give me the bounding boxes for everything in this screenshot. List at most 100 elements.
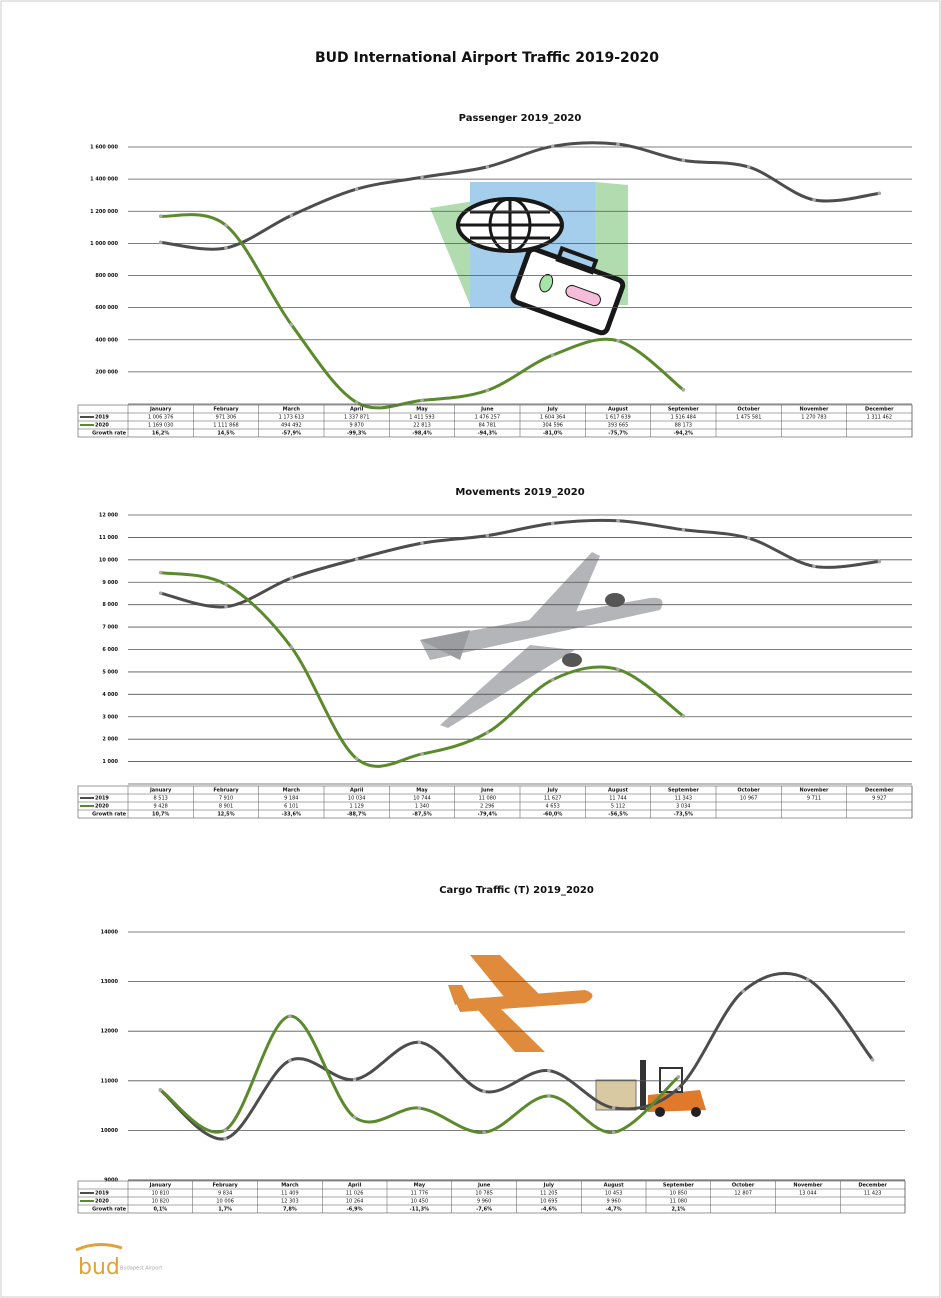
growth-rate-cell: -6,9% <box>347 1207 363 1213</box>
data-point <box>550 144 555 149</box>
legend-label: 2020 <box>95 804 109 810</box>
table-cell: 1 411 593 <box>409 415 434 421</box>
table-cell: 84 781 <box>479 423 497 429</box>
table-cell: 1 129 <box>350 804 364 810</box>
table-header-cell: May <box>414 1183 426 1189</box>
y-tick-label: 1 200 000 <box>90 209 118 215</box>
y-tick-label: 10 000 <box>99 557 119 563</box>
growth-rate-cell: 10,7% <box>152 812 169 818</box>
table-cell: 4 653 <box>546 804 560 810</box>
data-point <box>224 223 228 228</box>
data-point <box>420 541 424 545</box>
table-header-cell: July <box>546 788 558 794</box>
logo: bud Budapest Airport <box>75 1243 162 1280</box>
y-tick-label: 3 000 <box>102 714 118 720</box>
data-point <box>877 559 882 564</box>
y-tick-label: 6 000 <box>102 647 118 653</box>
growth-rate-label: Growth rate <box>92 1207 127 1213</box>
table-cell: 10 850 <box>670 1191 688 1197</box>
growth-rate-cell: -7,6% <box>476 1207 492 1213</box>
table-header-cell: June <box>480 788 494 794</box>
table-cell: 10 453 <box>605 1191 623 1197</box>
series-line <box>160 518 880 609</box>
growth-rate-cell: -81,0% <box>543 431 562 437</box>
table-cell: 1 111 868 <box>213 423 238 429</box>
table-cell: 10 744 <box>413 796 431 802</box>
data-point <box>158 591 163 595</box>
data-point <box>158 1087 163 1092</box>
y-tick-label: 8 000 <box>102 602 118 608</box>
y-tick-label: 9 000 <box>102 580 118 586</box>
y-tick-label: 7 000 <box>102 625 118 631</box>
table-cell: 1 475 581 <box>736 415 761 421</box>
cargo-plane-illustration <box>448 955 593 1052</box>
table-cell: 9 960 <box>477 1199 491 1205</box>
table-cell: 11 409 <box>281 1191 299 1197</box>
y-tick-label: 9000 <box>104 1178 118 1184</box>
growth-rate-cell: -73,5% <box>674 812 693 818</box>
table-cell: 10 785 <box>475 1191 493 1197</box>
y-tick-label: 1 000 000 <box>90 241 118 247</box>
table-cell: 971 306 <box>216 415 237 421</box>
data-point <box>812 198 816 202</box>
table-cell: 11 627 <box>544 796 562 802</box>
data-point <box>158 570 163 575</box>
data-point <box>877 191 882 196</box>
table-cell: 11 080 <box>670 1199 688 1205</box>
y-tick-label: 11000 <box>101 1078 119 1084</box>
table-cell: 2 296 <box>480 804 494 810</box>
growth-rate-cell: -56,5% <box>608 812 627 818</box>
y-tick-label: 200 000 <box>95 369 118 375</box>
table-cell: 1 006 376 <box>148 415 173 421</box>
data-point <box>289 213 294 218</box>
y-tick-label: 2 000 <box>102 737 118 743</box>
data-point <box>289 576 294 580</box>
table-cell: 9 960 <box>606 1199 620 1205</box>
growth-rate-cell: -87,5% <box>412 812 431 818</box>
page-title: BUD International Airport Traffic 2019-2… <box>315 50 659 66</box>
legend-label: 2019 <box>95 796 109 802</box>
y-tick-label: 13000 <box>101 979 119 985</box>
growth-rate-cell: 14,5% <box>217 431 234 437</box>
data-point <box>812 564 816 569</box>
growth-rate-cell: -11,3% <box>410 1207 429 1213</box>
logo-tagline: Budapest Airport <box>120 1266 162 1272</box>
chart-title: Movements 2019_2020 <box>455 487 584 498</box>
table-header-cell: September <box>668 407 700 413</box>
y-tick-label: 4 000 <box>102 692 118 698</box>
data-point <box>420 175 424 180</box>
data-point <box>681 714 686 718</box>
data-point <box>354 187 359 191</box>
data-point <box>224 604 228 609</box>
growth-rate-cell: 7,8% <box>283 1207 297 1213</box>
table-cell: 11 343 <box>675 796 693 802</box>
y-tick-label: 12000 <box>101 1029 119 1035</box>
chart: Cargo Traffic (T) 2019_2020 9000 10000 1100… <box>77 885 906 1214</box>
table-cell: 8 901 <box>219 804 233 810</box>
data-point <box>550 521 555 526</box>
table-cell: 9 184 <box>284 796 298 802</box>
chart: Movements 2019_2020 1 000 2 000 3 000 4 000 5… <box>77 487 913 819</box>
table-cell: 1 617 639 <box>605 415 630 421</box>
table-header-cell: September <box>663 1183 695 1189</box>
data-point <box>158 214 163 219</box>
growth-rate-cell: 0,1% <box>153 1207 167 1213</box>
y-tick-label: 400 000 <box>95 337 118 343</box>
table-cell: 13 044 <box>799 1191 817 1197</box>
table-cell: 12 807 <box>734 1191 752 1197</box>
data-point <box>611 1130 616 1135</box>
table-cell: 1 516 484 <box>671 415 696 421</box>
data-point <box>354 756 359 761</box>
growth-rate-cell: -4,6% <box>541 1207 557 1213</box>
data-point <box>550 353 555 357</box>
y-tick-label: 11 000 <box>99 535 119 541</box>
table-header-cell: July <box>543 1183 555 1189</box>
table-header-cell: July <box>546 407 558 413</box>
legend-label: 2020 <box>95 1199 109 1205</box>
table-header-cell: January <box>149 788 172 794</box>
table-header-cell: April <box>350 407 364 413</box>
series-line <box>159 971 874 1141</box>
data-point <box>741 989 745 993</box>
data-point <box>224 246 228 250</box>
y-tick-label: 600 000 <box>95 305 118 311</box>
